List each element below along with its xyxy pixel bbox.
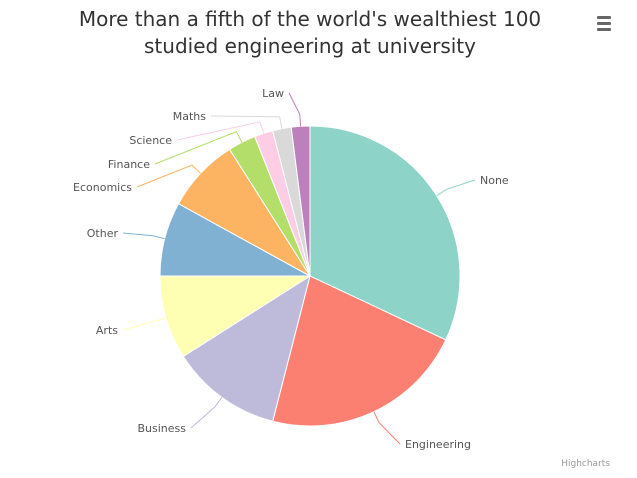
pie-slice	[272, 275, 447, 427]
connector	[190, 397, 223, 429]
connector	[122, 317, 167, 331]
slice-label: Science	[129, 134, 172, 147]
connector	[210, 115, 283, 129]
slice-label: Business	[137, 422, 186, 435]
connector	[288, 92, 302, 127]
connector	[373, 411, 401, 445]
chart-title: More than a fifth of the world's wealthi…	[78, 7, 542, 58]
pie-slice	[309, 125, 461, 341]
slice-label: Economics	[73, 181, 132, 194]
slice-label: Arts	[96, 324, 118, 337]
slice-label: Other	[87, 227, 119, 240]
slice-label: Finance	[108, 158, 150, 171]
pie-slice	[159, 275, 312, 358]
connector	[176, 121, 265, 141]
slice-label: Engineering	[405, 438, 471, 451]
connector	[136, 164, 201, 188]
pie-slice	[182, 274, 311, 422]
connector	[436, 179, 476, 197]
pie-slice	[290, 125, 311, 277]
connector	[122, 232, 165, 240]
slice-label: None	[480, 174, 509, 187]
credits[interactable]: Highcharts	[561, 459, 610, 469]
slice-label: Maths	[173, 110, 207, 123]
menu-button[interactable]	[597, 16, 611, 31]
connector	[154, 131, 243, 165]
slice-label: Law	[262, 87, 284, 100]
